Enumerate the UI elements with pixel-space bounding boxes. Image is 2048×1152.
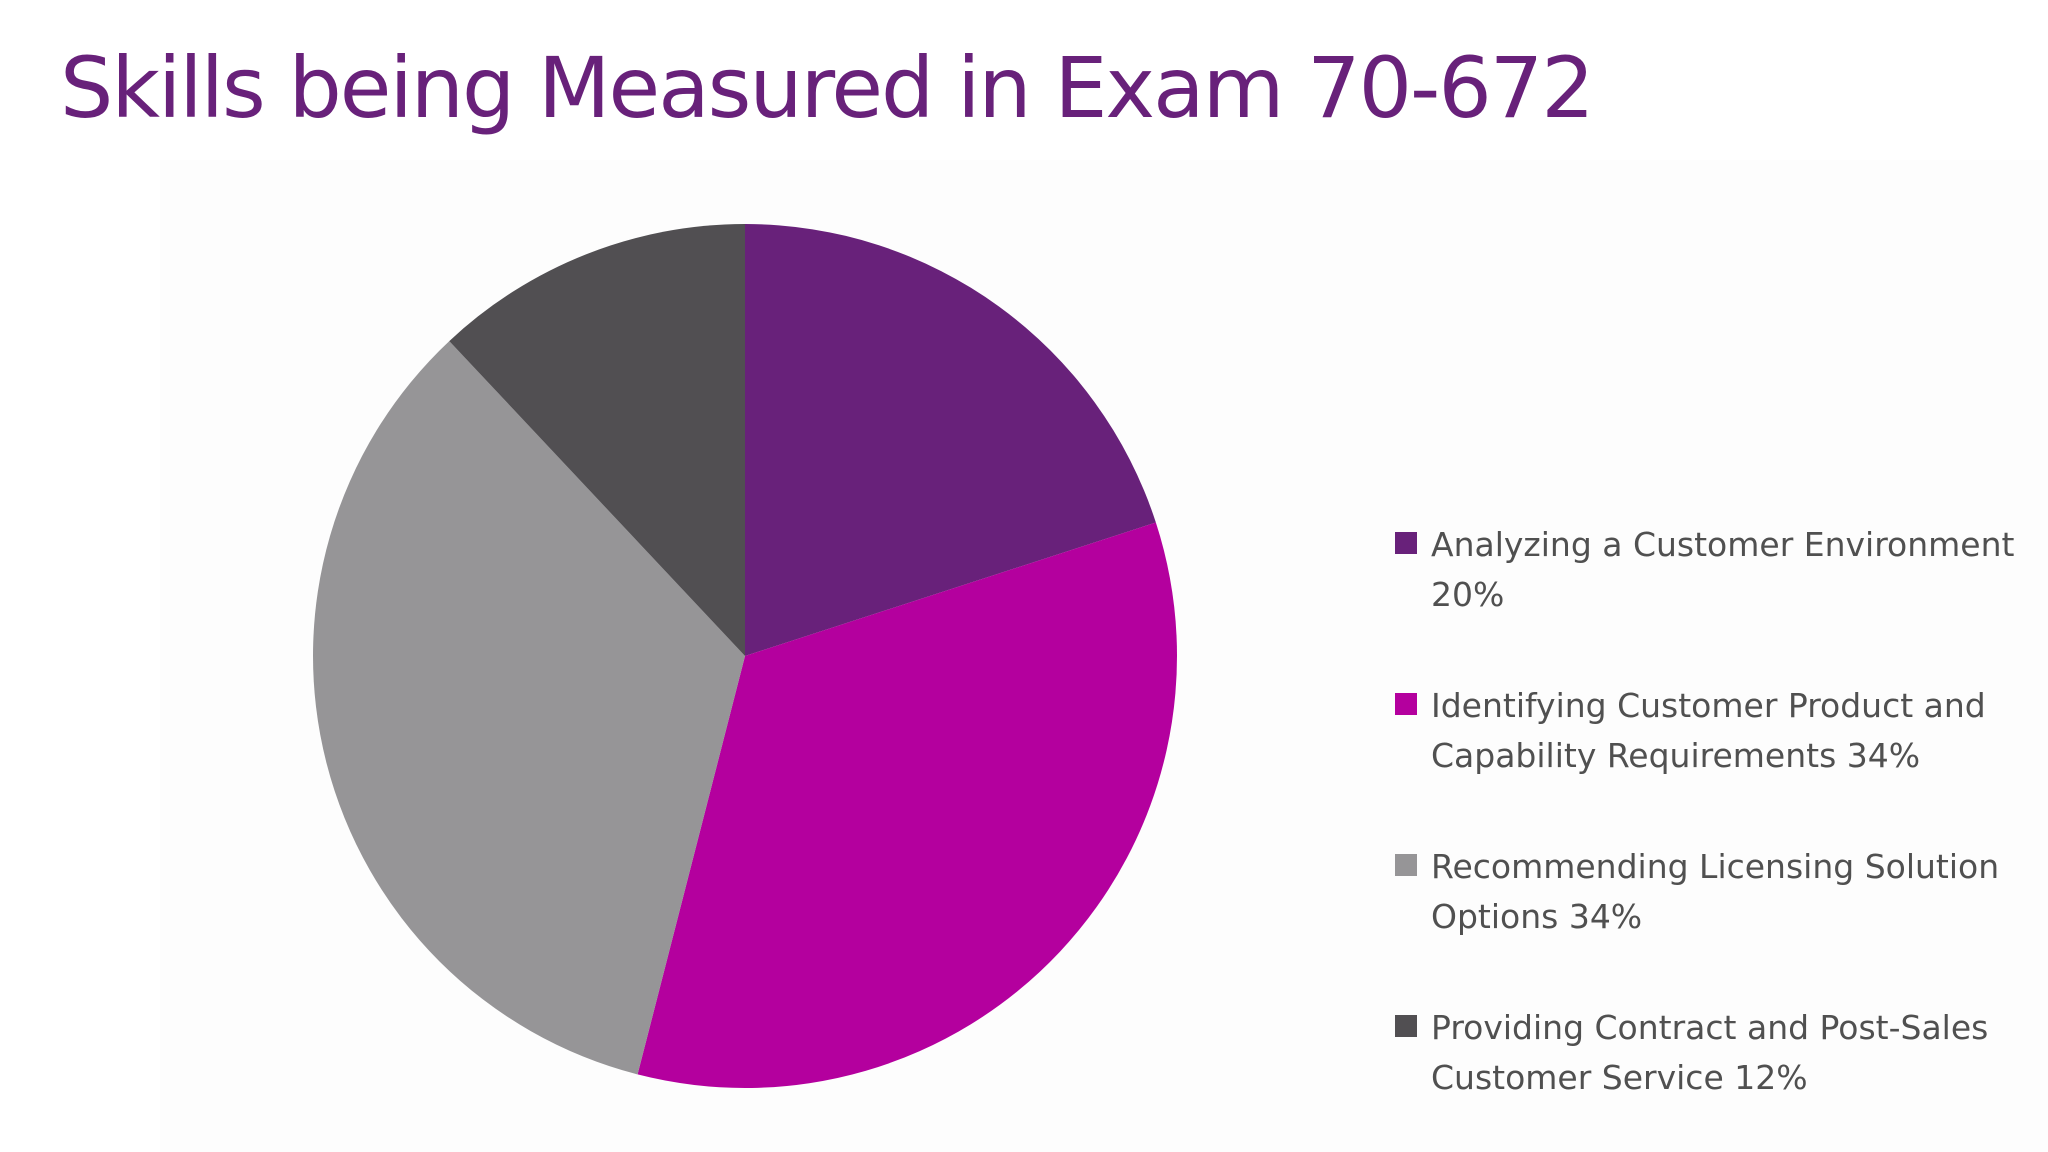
pie-slice-2 [637,522,1178,1089]
legend-label: Identifying Customer Product and Capabil… [1431,686,1986,775]
legend-item-1: Analyzing a Customer Environment 20% [1395,520,2048,681]
legend-item-3: Recommending Licensing Solution Options … [1395,842,2048,1003]
pie-chart [313,224,1178,1089]
pie-slice-3 [313,341,745,1075]
chart-area: Analyzing a Customer Environment 20% Iden… [160,160,2048,1152]
legend-item-2: Identifying Customer Product and Capabil… [1395,681,2048,842]
pie-slice-1 [745,224,1156,656]
legend-swatch [1395,1015,1417,1037]
legend-item-4: Providing Contract and Post-Sales Custom… [1395,1003,2048,1152]
slide-title: Skills being Measured in Exam 70-672 [60,39,1595,137]
legend-swatch [1395,532,1417,554]
legend-swatch [1395,854,1417,876]
legend-label: Providing Contract and Post-Sales Custom… [1431,1008,1989,1097]
legend-label: Analyzing a Customer Environment 20% [1431,525,2015,614]
chart-legend: Analyzing a Customer Environment 20% Iden… [1395,520,2048,1152]
legend-swatch [1395,693,1417,715]
pie-slice-4 [449,224,745,656]
legend-label: Recommending Licensing Solution Options … [1431,847,2000,936]
